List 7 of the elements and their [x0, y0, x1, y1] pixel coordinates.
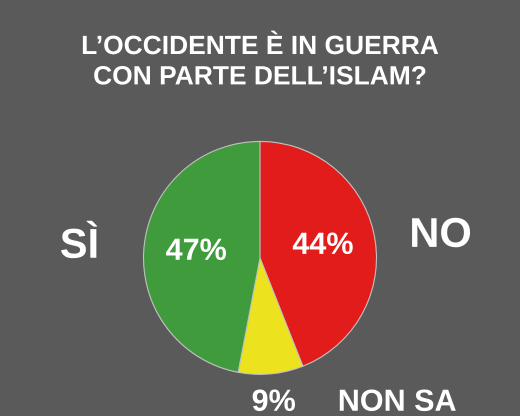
data-label: 47%	[166, 238, 226, 260]
data-label: 44%	[292, 232, 353, 254]
data-label: 9%	[252, 389, 295, 412]
slice-label: NO	[412, 218, 470, 248]
chart-title: L’OCCIDENTE È IN GUERRA CON PARTE DELL’ISLAM?	[82, 30, 438, 85]
slice-label: NON SA	[340, 389, 456, 412]
slice-label: SÌ	[60, 220, 98, 258]
